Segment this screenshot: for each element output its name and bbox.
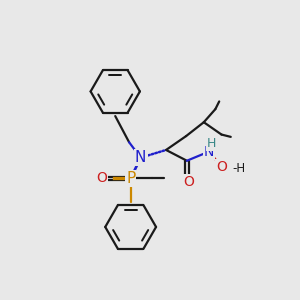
Text: P: P [126, 171, 135, 186]
Text: P: P [126, 171, 135, 186]
Text: O: O [96, 172, 107, 185]
Text: N: N [204, 145, 214, 158]
Text: N: N [135, 150, 146, 165]
Text: -H: -H [232, 162, 245, 175]
Text: O: O [216, 160, 227, 174]
Text: H: H [207, 136, 216, 149]
Text: O: O [184, 175, 195, 189]
